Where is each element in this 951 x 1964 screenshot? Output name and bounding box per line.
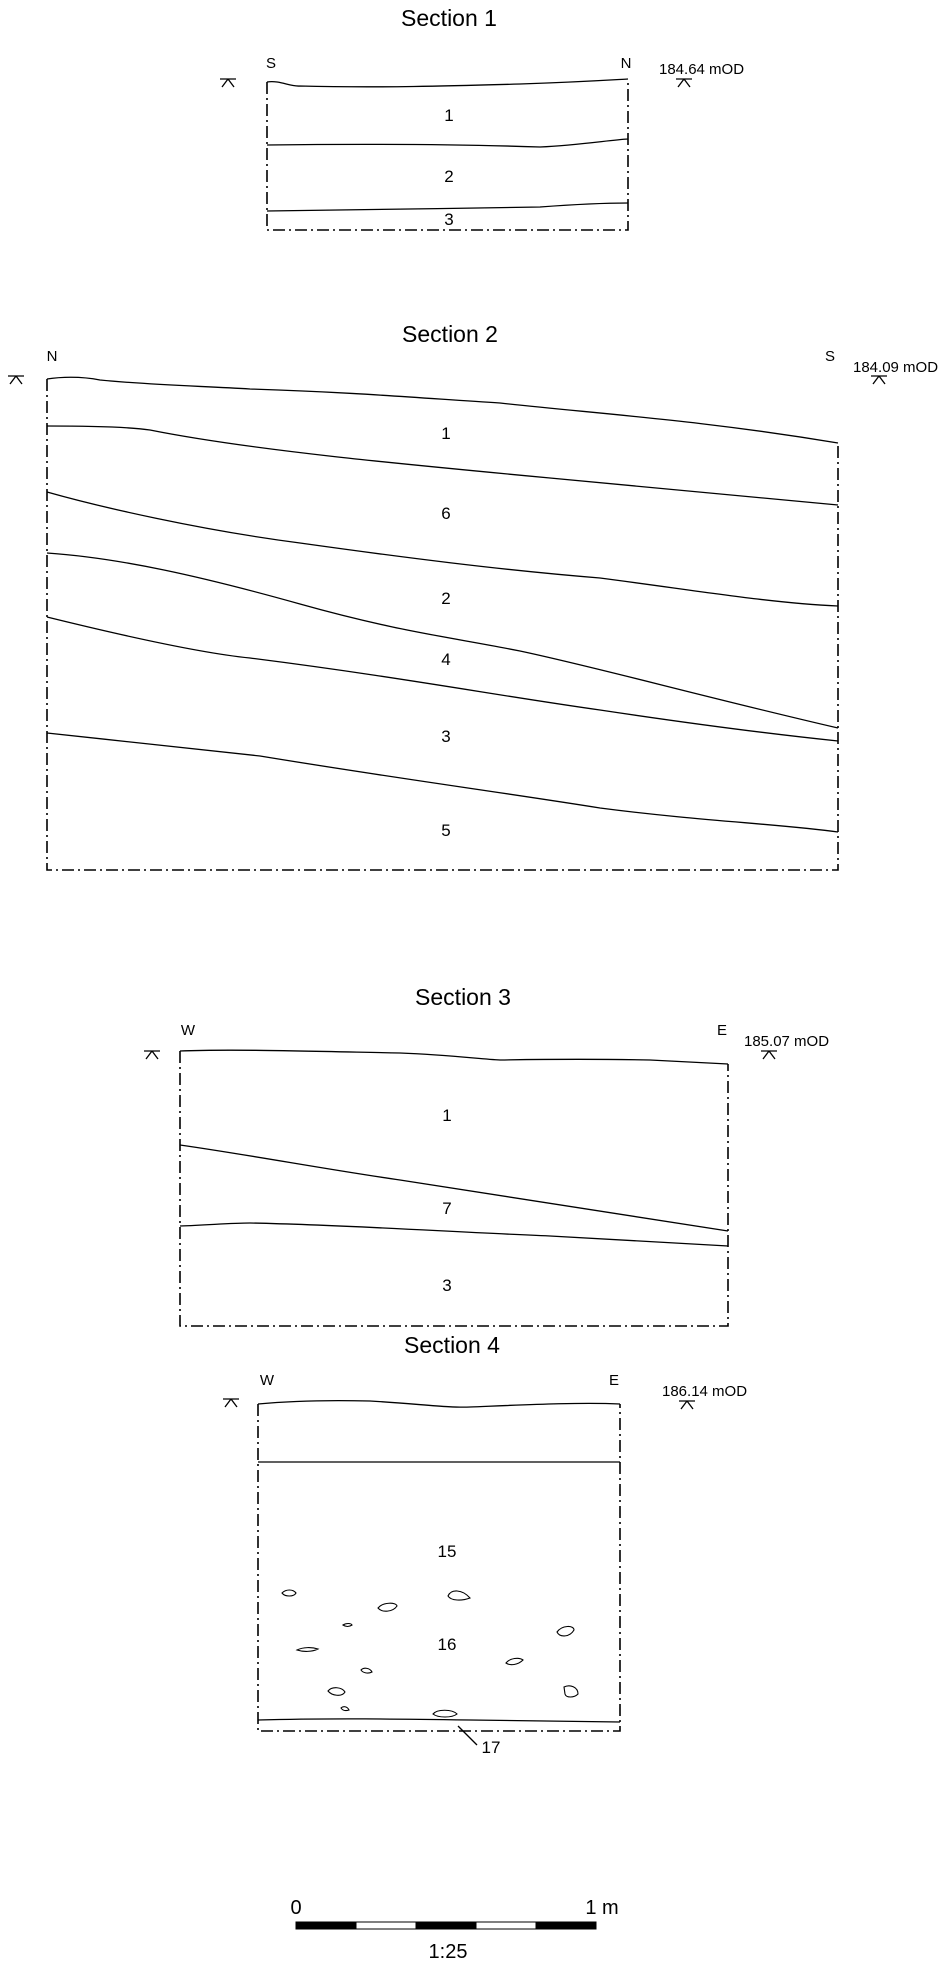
section-3-layer-label: 1: [442, 1106, 451, 1125]
layer-17-leader: [457, 1725, 478, 1746]
section-1-start-label: S: [266, 55, 276, 72]
section-3-boundary-7-3: [179, 1222, 729, 1247]
scale-bar-end-label: 1 m: [585, 1897, 618, 1919]
section-2-title: Section 2: [402, 321, 498, 347]
section-2-layer-label: 4: [441, 650, 450, 669]
datum-marker-left: [8, 375, 24, 385]
section-2-layer-label: 3: [441, 727, 450, 746]
section-1-surface: [266, 78, 629, 88]
datum-marker-right: [761, 1050, 777, 1060]
section-2: Section 2 N S 184.09 mOD 1 6 2 4 3 5: [8, 321, 938, 871]
section-4-layer-label: 16: [438, 1635, 457, 1654]
section-4: Section 4 W E 186.14 mOD: [223, 1332, 747, 1757]
section-2-boundary: [46, 379, 839, 871]
section-2-layer-label: 1: [441, 424, 450, 443]
datum-marker-left: [220, 78, 236, 88]
section-3-layer-label: 3: [442, 1276, 451, 1295]
section-2-start-label: N: [47, 348, 58, 365]
section-1-end-label: N: [621, 55, 632, 72]
scale-bar-segment: [535, 1921, 597, 1930]
scale-bar-segment: [355, 1921, 417, 1930]
section-3-datum: 185.07 mOD: [744, 1033, 829, 1050]
section-2-boundary-1-6: [46, 425, 839, 506]
section-4-layer-label: 17: [482, 1738, 501, 1757]
section-3-surface: [179, 1049, 729, 1065]
section-4-datum: 186.14 mOD: [662, 1383, 747, 1400]
section-3-end-label: E: [717, 1022, 727, 1039]
section-3-title: Section 3: [415, 984, 511, 1010]
section-2-boundary-2-4: [46, 552, 839, 729]
section-4-start-label: W: [260, 1372, 275, 1389]
section-4-title: Section 4: [404, 1332, 500, 1358]
section-1: Section 1 S N 184.64 mOD 1 2 3: [220, 5, 744, 231]
section-1-layer-label: 3: [444, 210, 453, 229]
section-1-boundary: [266, 79, 629, 231]
scale-bar-start-label: 0: [290, 1897, 301, 1919]
section-2-boundary-3-5: [46, 732, 839, 833]
scale-bar-segment: [475, 1921, 537, 1930]
datum-marker-left: [144, 1050, 160, 1060]
section-4-boundary-16-17: [257, 1718, 621, 1723]
section-3-start-label: W: [181, 1022, 196, 1039]
section-2-surface: [46, 376, 839, 444]
section-3-boundary-1-7: [179, 1144, 729, 1232]
section-3-boundary: [179, 1051, 729, 1327]
scale-bar-segment: [415, 1921, 477, 1930]
section-2-boundary-6-2: [46, 491, 839, 607]
section-1-datum: 184.64 mOD: [659, 61, 744, 78]
section-4-boundary-15-16: [257, 1460, 621, 1463]
section-1-boundary-2-3: [266, 202, 629, 212]
section-2-boundary-4-3: [46, 616, 839, 742]
section-4-end-label: E: [609, 1372, 619, 1389]
datum-marker-right: [676, 78, 692, 88]
section-2-datum: 184.09 mOD: [853, 359, 938, 376]
section-1-layer-label: 1: [444, 106, 453, 125]
datum-marker-left: [223, 1398, 239, 1408]
section-4-layer-label: 15: [438, 1542, 457, 1561]
section-3: Section 3 W E 185.07 mOD 1 7 3: [144, 984, 829, 1327]
section-1-title: Section 1: [401, 5, 497, 31]
datum-marker-right: [679, 1400, 695, 1410]
section-4-stones: [281, 1589, 579, 1718]
section-1-layer-label: 2: [444, 167, 453, 186]
section-4-boundary: [257, 1404, 621, 1732]
section-2-layer-label: 5: [441, 821, 450, 840]
scale-bar: 0 1 m 1:25: [290, 1897, 618, 1963]
scale-ratio: 1:25: [429, 1941, 468, 1963]
section-2-layer-label: 2: [441, 589, 450, 608]
section-2-end-label: S: [825, 348, 835, 365]
section-1-boundary-1-2: [266, 138, 629, 148]
section-2-layer-label: 6: [441, 504, 450, 523]
datum-marker-right: [871, 375, 887, 385]
section-3-layer-label: 7: [442, 1199, 451, 1218]
scale-bar-segment: [295, 1921, 357, 1930]
section-4-surface: [257, 1399, 621, 1408]
